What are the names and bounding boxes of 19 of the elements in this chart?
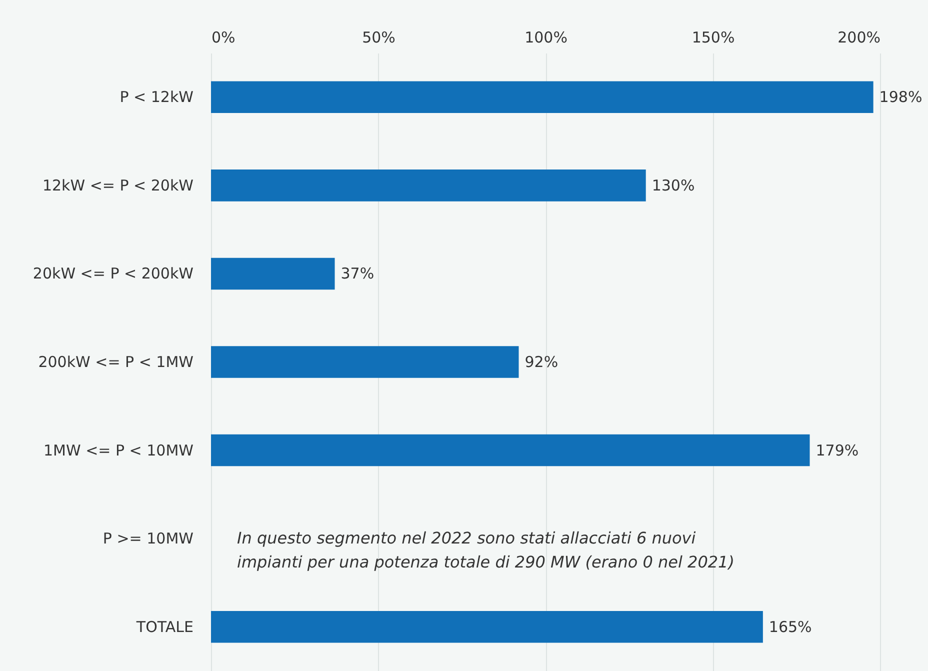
y-tick-label: P >= 10MW <box>102 530 194 548</box>
x-tick-label: 100% <box>524 28 568 46</box>
x-tick-label: 0% <box>212 28 236 46</box>
y-tick-label: 12kW <= P < 20kW <box>42 176 194 194</box>
data-label: 130% <box>652 176 695 194</box>
y-tick-label: 200kW <= P < 1MW <box>38 353 194 371</box>
x-tick-label: 150% <box>692 28 735 46</box>
x-tick-label: 50% <box>362 28 396 46</box>
x-tick-label: 200% <box>838 28 880 46</box>
y-tick-label: TOTALE <box>135 618 194 636</box>
data-label: 37% <box>340 264 374 283</box>
data-label: 92% <box>524 353 558 371</box>
y-tick-label: 1MW <= P < 10MW <box>44 441 194 460</box>
y-tick-label: P < 12kW <box>120 88 194 106</box>
data-label: 165% <box>768 618 812 636</box>
data-label: 179% <box>816 441 859 460</box>
annotation: In questo segmento nel 2022 sono stati allacciati 6 nuovi impianti per una potenza totale di 290 MW (erano 0 nel 2021) <box>237 528 734 572</box>
y-tick-label: 20kW <= P < 200kW <box>32 264 194 283</box>
data-label: 198% <box>879 88 922 106</box>
